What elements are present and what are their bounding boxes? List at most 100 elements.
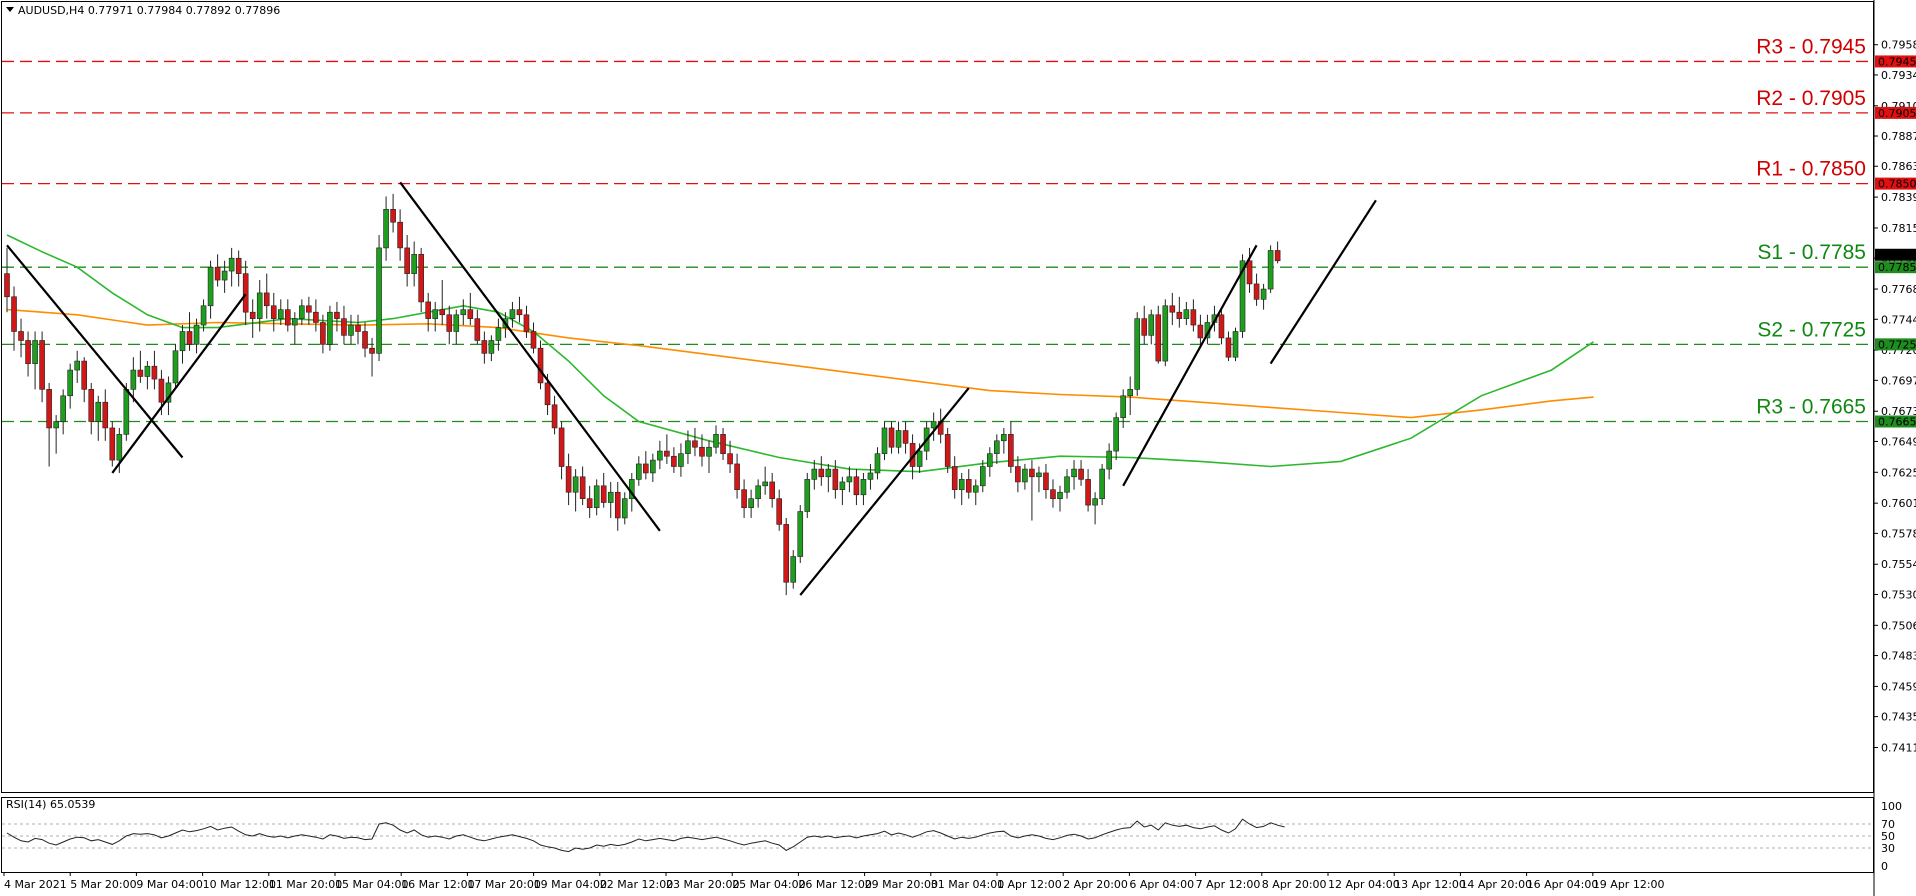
candle	[390, 193, 396, 233]
candle	[383, 196, 389, 261]
candle	[699, 434, 705, 467]
candle	[1043, 463, 1049, 499]
candle	[1239, 254, 1246, 338]
candle	[1141, 305, 1148, 345]
price-tick-label: 0.74115	[1881, 741, 1916, 754]
candle	[600, 472, 607, 508]
price-tick-label: 0.77445	[1881, 313, 1916, 326]
candle	[565, 453, 572, 506]
candle	[355, 314, 361, 345]
rsi-panel	[1, 797, 1874, 873]
trend-line[interactable]	[799, 387, 970, 596]
dropdown-triangle-icon[interactable]	[6, 7, 14, 12]
candle	[270, 292, 277, 332]
candle	[341, 305, 347, 345]
candle	[1092, 492, 1098, 525]
candle	[1169, 292, 1176, 326]
candle	[1022, 463, 1028, 490]
candle	[664, 434, 670, 464]
candle	[685, 430, 691, 464]
candle	[242, 260, 249, 326]
candle	[263, 273, 270, 319]
trend-line[interactable]	[111, 293, 247, 474]
candle	[32, 331, 38, 390]
candle	[783, 517, 790, 596]
time-tick-label: 17 Mar 20:00	[467, 878, 540, 891]
trend-line[interactable]	[1269, 199, 1377, 365]
time-tick-label: 4 Mar 2021	[4, 878, 67, 891]
candle	[1155, 305, 1162, 364]
candle	[516, 296, 523, 323]
level-label: R2 - 0.7905	[1756, 87, 1866, 110]
candle	[362, 322, 368, 358]
candle	[376, 235, 382, 362]
price-axis: 0.795800.793450.791050.788700.786350.783…	[1874, 39, 1916, 754]
candle	[944, 427, 951, 473]
candle	[572, 469, 579, 512]
candle	[881, 421, 888, 461]
candle	[776, 489, 783, 531]
price-tick-label: 0.76730	[1881, 405, 1916, 418]
candle	[348, 314, 354, 345]
candle	[551, 395, 558, 435]
candle	[292, 312, 298, 345]
time-tick-label: 10 Mar 12:00	[203, 878, 276, 891]
candle	[235, 250, 242, 287]
candle	[1267, 245, 1274, 293]
price-tick-label: 0.75065	[1881, 619, 1916, 632]
candle	[713, 425, 719, 454]
candle	[965, 469, 972, 499]
candle	[1001, 427, 1007, 454]
candle	[720, 427, 726, 461]
rsi-axis-label: 70	[1881, 818, 1895, 831]
candle	[249, 299, 256, 338]
trend-lines	[6, 181, 1377, 596]
candle	[867, 463, 874, 490]
candle	[825, 463, 832, 493]
candle	[1225, 331, 1232, 362]
rsi-axis-label: 30	[1881, 842, 1895, 855]
candle	[1057, 485, 1063, 512]
candle	[509, 301, 516, 328]
candle	[657, 440, 663, 470]
time-tick-label: 25 Mar 04:00	[732, 878, 805, 891]
candle	[607, 481, 614, 518]
candle	[972, 479, 979, 506]
candle	[179, 325, 186, 364]
candle	[692, 427, 698, 457]
price-tick-label: 0.74590	[1881, 680, 1916, 693]
candle	[1127, 376, 1133, 416]
candle	[797, 505, 804, 563]
candle	[81, 357, 88, 403]
candle	[1064, 469, 1070, 499]
candle	[1120, 389, 1126, 428]
candle	[369, 337, 375, 377]
candle	[818, 456, 825, 486]
candle	[530, 322, 537, 354]
trend-line[interactable]	[6, 244, 184, 459]
candle	[1232, 327, 1239, 362]
price-tick-label: 0.79580	[1881, 39, 1916, 52]
candle	[460, 299, 467, 326]
candle	[151, 350, 158, 390]
trend-line[interactable]	[1122, 244, 1258, 487]
candle	[446, 305, 453, 345]
current-price-tag: 0.77896	[1875, 249, 1916, 262]
price-tick-label: 0.74830	[1881, 650, 1916, 663]
candle	[846, 466, 853, 493]
candle	[762, 466, 768, 495]
moving-average-line	[6, 308, 1594, 419]
time-tick-label: 12 Apr 04:00	[1328, 878, 1400, 891]
trend-line[interactable]	[399, 181, 661, 532]
candle	[95, 395, 102, 441]
candle	[327, 305, 333, 351]
rsi-axis-label: 50	[1881, 830, 1895, 843]
candle	[643, 451, 649, 480]
